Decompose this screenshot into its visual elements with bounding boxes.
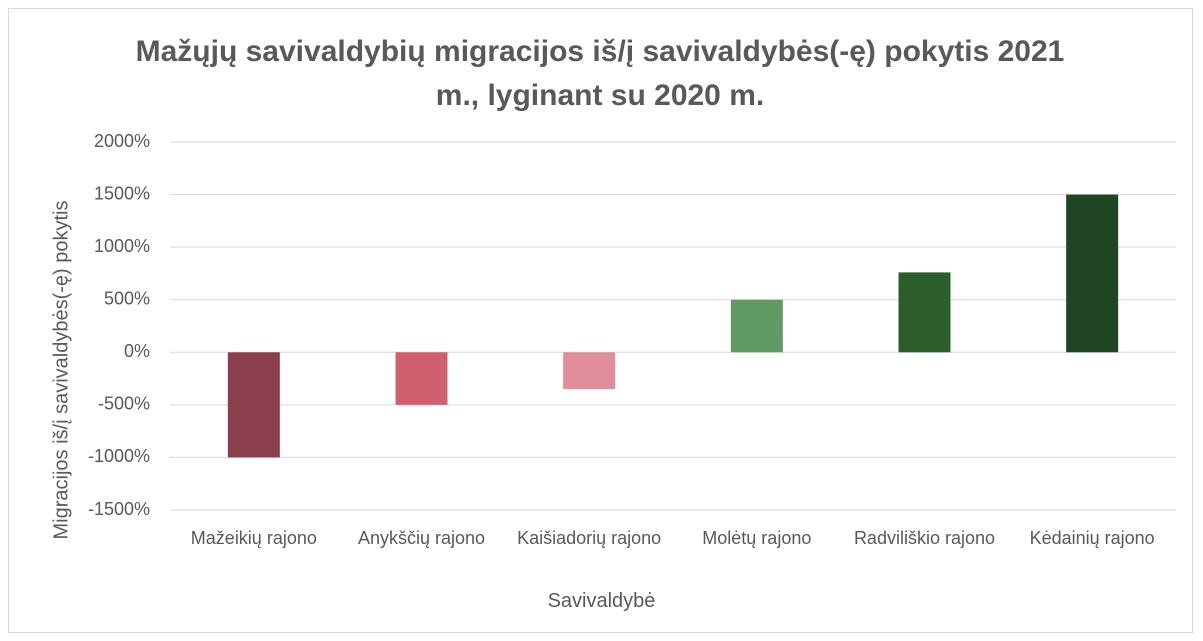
chart-title: Mažųjų savivaldybių migracijos iš/į savi… — [135, 35, 1065, 112]
bar — [227, 352, 280, 458]
x-tick-label: Anykščių rajono — [357, 528, 486, 548]
y-axis-label: Migracijos iš/į savivaldybės(-ę) pokytis — [50, 201, 72, 540]
y-tick-label: 2000% — [94, 131, 150, 151]
y-tick-label: 0% — [124, 341, 150, 361]
x-tick-label: Kėdainių rajono — [1029, 528, 1155, 548]
x-tick-label: Mažeikių rajono — [190, 528, 317, 548]
bar — [563, 352, 616, 390]
bar — [730, 299, 783, 353]
y-tick-label: 500% — [104, 288, 150, 308]
x-tick-label: Kaišiadorių rajono — [517, 528, 662, 548]
bar — [395, 352, 448, 405]
bar — [1066, 194, 1119, 353]
y-tick-label: 1500% — [94, 183, 150, 203]
y-tick-label: -1500% — [88, 499, 150, 519]
x-tick-label: Radviliškio rajono — [853, 528, 996, 548]
y-tick-label: -500% — [98, 394, 150, 414]
chart-frame — [8, 8, 1193, 633]
y-tick-label: -1000% — [88, 446, 150, 466]
x-axis-label: Savivaldybė — [547, 590, 656, 612]
x-tick-label: Molėtų rajono — [702, 528, 812, 548]
y-tick-label: 1000% — [94, 236, 150, 256]
bar — [898, 272, 951, 353]
